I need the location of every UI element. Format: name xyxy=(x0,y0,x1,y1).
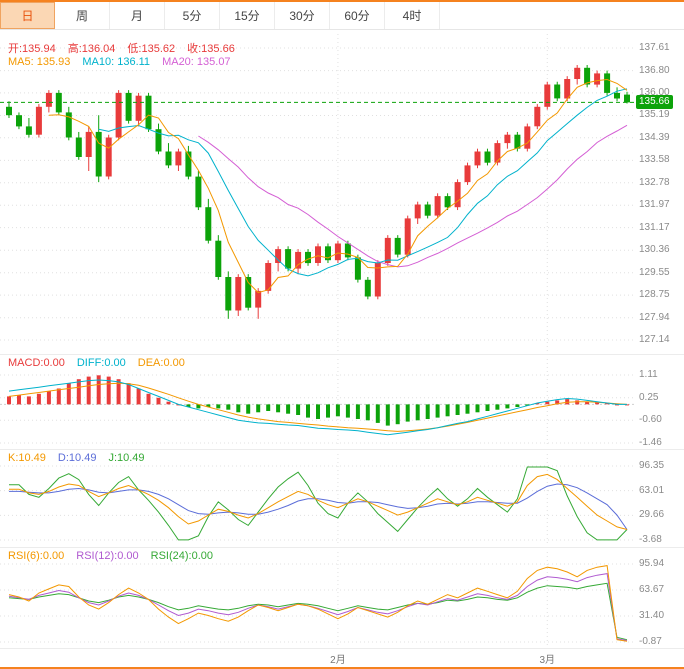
axis-tick: 63.67 xyxy=(639,584,665,595)
candlestick-chart[interactable] xyxy=(0,30,636,355)
axis-tick: -0.87 xyxy=(639,636,662,647)
timeframe-toolbar: 日周月 5分 15分 30分 60分 4时 xyxy=(0,2,684,30)
info-value: MACD:0.00 xyxy=(8,357,65,369)
tab-5分[interactable]: 5分 xyxy=(165,2,220,29)
tab-60分[interactable]: 60分 xyxy=(330,2,385,29)
axis-tick: 96.35 xyxy=(639,460,665,471)
time-axis-label: 2月 xyxy=(330,655,346,666)
axis-tick: 132.78 xyxy=(639,176,670,188)
axis-tick: 127.14 xyxy=(639,334,670,345)
axis-tick: 137.61 xyxy=(639,42,670,53)
kdj-panel: K:10.49 D:10.49 J:10.49 96.35 63.01 29.66 -3.… xyxy=(0,450,684,548)
tab-日[interactable]: 日 xyxy=(0,2,55,29)
price-panel: 开:135.94 高:136.04 低:135.62 收:135.66 MA5: 13… xyxy=(0,30,684,355)
info-value: RSI(12):0.00 xyxy=(76,550,139,562)
info-value: DIFF:0.00 xyxy=(76,357,126,369)
axis-tick: 127.94 xyxy=(639,311,670,323)
macd-info: MACD:0.00 DIFF:0.00 DEA:0.00 xyxy=(8,357,197,369)
time-axis-label: 3月 xyxy=(539,655,556,666)
kdj-info: K:10.49 D:10.49 J:10.49 xyxy=(8,452,157,464)
axis-tick: 136.80 xyxy=(639,64,670,76)
axis-tick: 128.75 xyxy=(639,289,670,301)
axis-tick: 133.58 xyxy=(639,154,670,166)
tab-15分[interactable]: 15分 xyxy=(220,2,275,29)
kdj-axis: 96.35 63.01 29.66 -3.68 xyxy=(636,450,684,547)
info-value: 高:136.04 xyxy=(67,43,116,55)
axis-tick: -3.68 xyxy=(639,534,662,545)
axis-tick: 129.55 xyxy=(639,266,670,278)
info-value: 开:135.94 xyxy=(8,43,56,55)
info-value: 低:135.62 xyxy=(127,43,176,55)
rsi-info: RSI(6):0.00 RSI(12):0.00 RSI(24):0.00 xyxy=(8,550,225,562)
rsi-axis: 95.94 63.67 31.40 -0.87 xyxy=(636,548,684,648)
axis-tick: 131.97 xyxy=(639,199,670,211)
axis-tick: 31.40 xyxy=(639,610,665,621)
axis-tick: -1.46 xyxy=(639,437,662,448)
rsi-chart[interactable] xyxy=(0,548,636,649)
axis-tick: -0.60 xyxy=(639,414,662,426)
info-value: K:10.49 xyxy=(8,452,46,464)
info-value: 收:135.66 xyxy=(187,43,235,55)
macd-axis: 1.11 0.25 -0.60 -1.46 xyxy=(636,355,684,449)
rsi-panel: RSI(6):0.00 RSI(12):0.00 RSI(24):0.00 95.9… xyxy=(0,548,684,649)
axis-tick: 1.11 xyxy=(639,369,658,380)
axis-tick: 29.66 xyxy=(639,509,665,521)
tab-月[interactable]: 月 xyxy=(110,2,165,29)
axis-tick: 95.94 xyxy=(639,558,665,569)
info-value: MA10: 136.11 xyxy=(82,56,151,68)
info-value: MA5: 135.93 xyxy=(8,56,71,68)
axis-tick: 0.25 xyxy=(639,391,659,403)
tab-4时[interactable]: 4时 xyxy=(385,2,440,29)
axis-tick: 130.36 xyxy=(639,244,670,256)
price-axis: 135.66 137.61 136.80 136.00 135.19 134.39 133… xyxy=(636,30,684,354)
tab-30分[interactable]: 30分 xyxy=(275,2,330,29)
axis-tick: 134.39 xyxy=(639,131,670,143)
info-value: MA20: 135.07 xyxy=(162,56,231,68)
info-value: RSI(24):0.00 xyxy=(150,550,213,562)
axis-tick: 136.00 xyxy=(639,86,670,98)
axis-tick: 63.01 xyxy=(639,484,665,496)
macd-panel: MACD:0.00 DIFF:0.00 DEA:0.00 1.11 0.25 -0.60… xyxy=(0,355,684,450)
axis-tick: 131.17 xyxy=(639,221,670,233)
kdj-chart[interactable] xyxy=(0,450,636,548)
info-value: D:10.49 xyxy=(57,452,97,464)
ohlc-info: 开:135.94 高:136.04 低:135.62 收:135.66 xyxy=(8,40,247,56)
macd-chart[interactable] xyxy=(0,355,636,450)
tab-周[interactable]: 周 xyxy=(55,2,110,29)
info-value: J:10.49 xyxy=(108,452,145,464)
ma-info: MA5: 135.93 MA10: 136.11 MA20: 135.07 xyxy=(8,56,243,68)
axis-tick: 135.19 xyxy=(639,109,670,121)
time-axis: 2月 3月 xyxy=(0,649,684,666)
last-price-badge: 135.66 xyxy=(636,95,673,110)
info-value: DEA:0.00 xyxy=(137,357,185,369)
info-value: RSI(6):0.00 xyxy=(8,550,65,562)
